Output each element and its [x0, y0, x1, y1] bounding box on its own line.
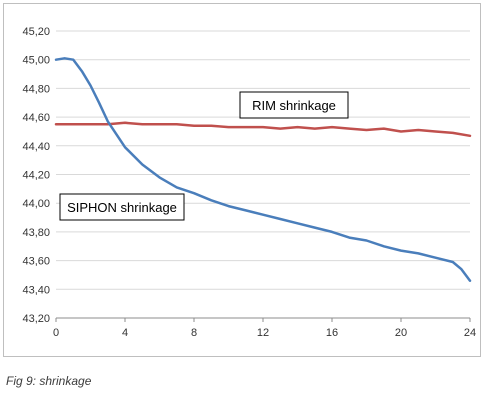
y-tick-label: 45,00 [22, 55, 50, 67]
siphon-series-line [54, 57, 472, 282]
x-axis-ticks: 0 4 8 12 16 20 24 [53, 318, 476, 339]
label-text: RIM shrinkage [252, 98, 336, 113]
y-tick-label: 43,80 [22, 227, 50, 239]
label-text: SIPHON shrinkage [67, 200, 177, 215]
y-tick-label: 43,60 [22, 256, 50, 268]
siphon-shrinkage-label: SIPHON shrinkage [59, 193, 185, 221]
label-box [59, 193, 185, 221]
x-tick-label: 0 [53, 327, 59, 339]
figure-caption: Fig 9: shrinkage [6, 374, 92, 388]
y-tick-label: 43,20 [22, 313, 50, 325]
x-tick-label: 16 [326, 327, 338, 339]
y-tick-label: 43,40 [22, 284, 50, 296]
y-axis-ticks: 43,20 43,40 43,60 43,80 44,00 44,20 44,40 44,60… [22, 26, 50, 325]
series-lines [54, 57, 472, 282]
y-tick-label: 44,20 [22, 170, 50, 182]
x-tick-label: 4 [122, 327, 128, 339]
y-tick-label: 44,40 [22, 141, 50, 153]
x-tick-label: 24 [464, 327, 476, 339]
x-tick-label: 20 [395, 327, 407, 339]
rim-series-line [54, 121, 472, 138]
label-box [239, 91, 349, 119]
y-tick-label: 44,60 [22, 112, 50, 124]
x-tick-label: 12 [257, 327, 269, 339]
y-tick-label: 45,20 [22, 26, 50, 38]
gridlines [56, 30, 470, 319]
y-tick-label: 44,00 [22, 198, 50, 210]
y-tick-label: 44,80 [22, 83, 50, 95]
rim-shrinkage-label: RIM shrinkage [239, 91, 349, 119]
chart-frame: 43,20 43,40 43,60 43,80 44,00 44,20 44,40 44,60… [3, 3, 481, 357]
shrinkage-line-chart: 43,20 43,40 43,60 43,80 44,00 44,20 44,40 44,60… [22, 26, 476, 339]
x-tick-label: 8 [191, 327, 197, 339]
series-annotations: RIM shrinkage SIPHON shrinkage [59, 91, 349, 221]
